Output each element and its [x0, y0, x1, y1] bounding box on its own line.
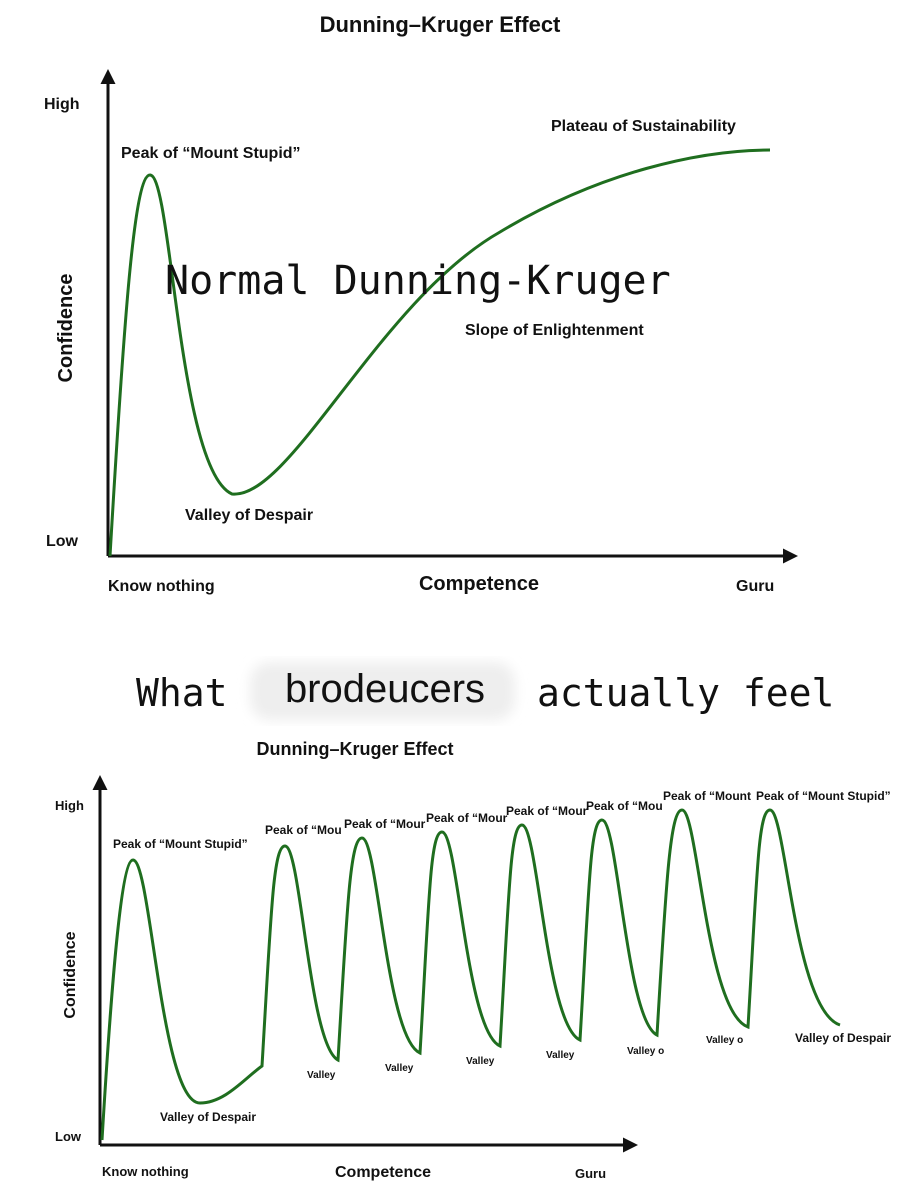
- peak-label: Peak of “Mour: [426, 811, 508, 825]
- caption-box: [250, 662, 515, 720]
- valley-label: Valley of Despair: [795, 1031, 891, 1045]
- valley-label: Valley of Despair: [185, 507, 313, 524]
- caption-word: brodeucers: [285, 667, 485, 711]
- y-high: High: [44, 96, 80, 113]
- peak-label: Peak of “Mount Stupid”: [756, 789, 891, 803]
- x-start: Know nothing: [102, 1164, 189, 1179]
- peak-label: Peak of “Mount Stupid”: [121, 145, 301, 162]
- curve: [108, 148, 771, 557]
- x-start: Know nothing: [108, 578, 215, 595]
- caption-after: actually feel: [537, 671, 834, 715]
- x-label: Competence: [419, 573, 539, 595]
- y-label: Confidence: [62, 931, 79, 1018]
- valley-label: Valley o: [706, 1035, 743, 1046]
- peak-label: Peak of “Mou: [586, 799, 663, 813]
- caption-before: What: [136, 671, 228, 715]
- valley-label: Valley: [466, 1056, 495, 1067]
- peak-label: Peak of “Mount: [663, 789, 751, 803]
- y-label: Confidence: [55, 274, 77, 383]
- top-chart: Dunning–Kruger Effect High Low Confidenc…: [44, 12, 798, 595]
- y-high: High: [55, 798, 84, 813]
- peak-label: Peak of “Mou: [265, 823, 342, 837]
- valley-label: Valley: [546, 1050, 575, 1061]
- valley-label: Valley: [307, 1070, 336, 1081]
- y-low: Low: [55, 1129, 82, 1144]
- x-end: Guru: [575, 1166, 606, 1181]
- bottom-chart: Dunning–Kruger Effect High Low Confidenc…: [55, 739, 891, 1181]
- peak-label: Peak of “Mour: [506, 804, 588, 818]
- peak-label: Peak of “Mount Stupid”: [113, 837, 248, 851]
- valley-label: Valley: [385, 1063, 414, 1074]
- title: Dunning–Kruger Effect: [320, 12, 561, 37]
- curve: [100, 808, 841, 1141]
- plateau-label: Plateau of Sustainability: [551, 118, 736, 135]
- overlay: Normal Dunning-Kruger: [165, 258, 671, 304]
- title: Dunning–Kruger Effect: [256, 739, 453, 759]
- x-label: Competence: [335, 1164, 431, 1181]
- valley-label: Valley o: [627, 1046, 664, 1057]
- peak-label: Peak of “Mour: [344, 817, 426, 831]
- valley-label: Valley of Despair: [160, 1110, 256, 1124]
- y-low: Low: [46, 533, 79, 550]
- x-end: Guru: [736, 578, 774, 595]
- slope-label: Slope of Enlightenment: [465, 322, 644, 339]
- caption: What brodeucers actually feel: [136, 662, 834, 720]
